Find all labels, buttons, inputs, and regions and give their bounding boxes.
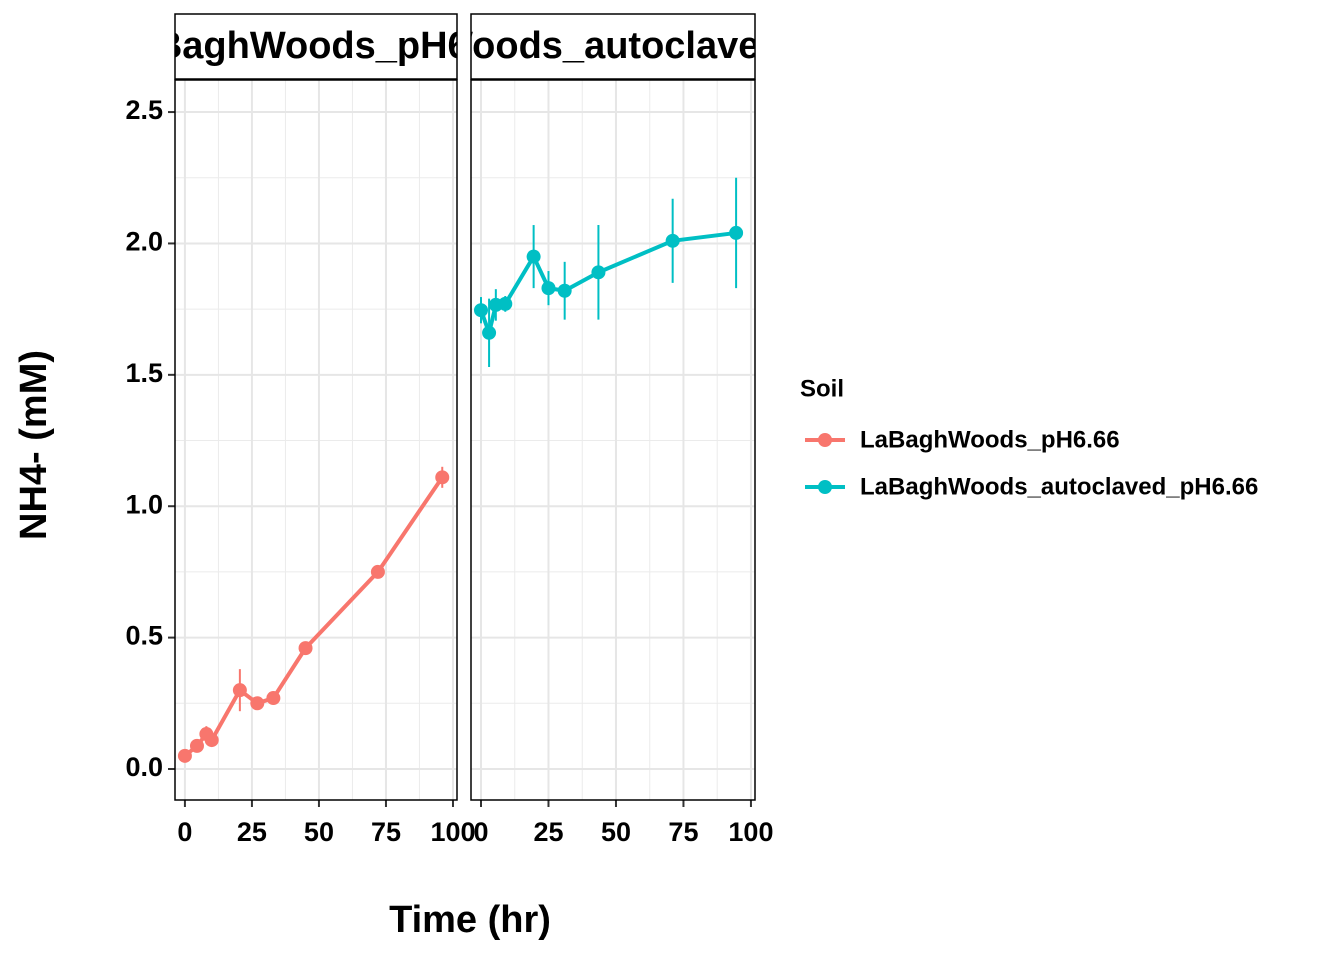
data-point (370, 564, 385, 579)
x-tick-label: 25 (533, 817, 563, 847)
legend-label: LaBaghWoods_pH6.66 (860, 426, 1120, 453)
panel-border (470, 79, 756, 801)
series (177, 466, 450, 763)
x-tick-label: 75 (668, 817, 698, 847)
data-point (473, 303, 488, 318)
series-line (183, 476, 444, 758)
x-tick-label: 50 (601, 817, 631, 847)
y-tick-label: 2.5 (125, 95, 163, 125)
panel-border (174, 79, 458, 801)
legend-point (818, 433, 832, 447)
x-tick-label: 100 (728, 817, 773, 847)
strip-label: LaBaghWoods_pH6.66 (110, 25, 521, 67)
x-tick-label: 0 (473, 817, 488, 847)
data-point (232, 683, 247, 698)
data-point (498, 296, 513, 311)
x-axis-title: Time (hr) (389, 899, 551, 941)
y-tick-label: 0.5 (125, 621, 163, 651)
data-point (729, 225, 744, 240)
data-point (435, 470, 450, 485)
x-tick-label: 75 (371, 817, 401, 847)
legend-point (818, 480, 832, 494)
legend-title: Soil (800, 375, 844, 402)
x-tick-label: 25 (237, 817, 267, 847)
strip-label: LaBaghWoods_autoclaved_pH6.66 (298, 25, 929, 67)
data-point (665, 233, 680, 248)
data-point (266, 691, 281, 706)
data-point (204, 733, 219, 748)
data-point (177, 748, 192, 763)
y-tick-label: 2.0 (125, 227, 163, 257)
legend-label: LaBaghWoods_autoclaved_pH6.66 (860, 473, 1258, 500)
data-point (482, 325, 497, 340)
panel-background (471, 80, 755, 800)
y-tick-label: 1.5 (125, 358, 163, 388)
data-point (298, 641, 313, 656)
data-point (591, 265, 606, 280)
y-tick-label: 0.0 (125, 752, 163, 782)
data-point (526, 249, 541, 264)
data-point (189, 738, 204, 753)
data-point (541, 281, 556, 296)
panel-background (175, 80, 457, 800)
series (473, 177, 744, 367)
x-tick-label: 0 (177, 817, 192, 847)
data-point (557, 283, 572, 298)
data-point (250, 696, 265, 711)
x-tick-label: 100 (430, 817, 475, 847)
series-line (479, 230, 737, 335)
y-tick-label: 1.0 (125, 489, 163, 519)
x-tick-label: 50 (304, 817, 334, 847)
strip (470, 13, 756, 80)
strip (174, 13, 458, 80)
y-axis-title: NH4- (mM) (13, 350, 55, 540)
